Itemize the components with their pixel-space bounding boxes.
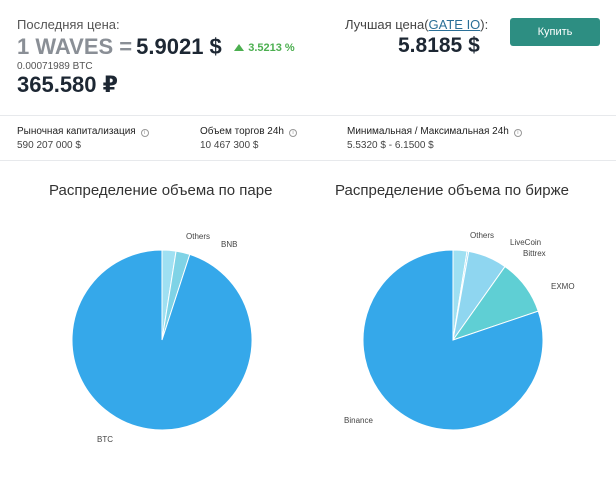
info-icon[interactable]: i — [513, 129, 522, 137]
best-price: 5.8185 $ — [398, 34, 480, 57]
arrow-up-icon — [234, 44, 245, 51]
pie-chart-pairs: Others BNB BTC — [71, 232, 253, 444]
divider — [0, 160, 616, 161]
pie-label-btc: BTC — [97, 435, 113, 444]
stat-market-cap: Рыночная капитализация i 590 207 000 $ — [17, 126, 149, 151]
pair-text: 1 WAVES = — [17, 34, 133, 59]
stat-label: Рыночная капитализация — [17, 126, 136, 137]
stat-min-max-24h: Минимальная / Максимальная 24h i 5.5320 $… — [347, 126, 522, 151]
stat-volume-24h: Объем торгов 24h i 10 467 300 $ — [200, 126, 297, 151]
chart-title-pairs: Распределение объема по паре — [49, 182, 273, 199]
stat-value: 10 467 300 $ — [200, 140, 259, 151]
last-price-label: Последняя цена: — [17, 17, 120, 32]
stat-label: Минимальная / Максимальная 24h — [347, 126, 509, 137]
price-change: 3.5213 % — [234, 42, 295, 54]
price-rub: 365.580 ₽ — [17, 72, 118, 97]
divider — [0, 115, 616, 116]
stat-label: Объем торгов 24h — [200, 126, 284, 137]
pie-label-bittrex: Bittrex — [523, 249, 546, 258]
pie-label-livecoin: LiveCoin — [510, 238, 541, 247]
price-header: Последняя цена: 1 WAVES = 5.9021 $ 3.5213… — [0, 0, 616, 115]
pie-label-bnb: BNB — [221, 240, 237, 249]
best-exchange-link[interactable]: GATE IO — [428, 17, 481, 32]
best-price-label: Лучшая цена(GATE IO): — [345, 17, 488, 32]
pie-chart-exchanges: Others LiveCoin Bittrex EXMO Binance — [344, 231, 575, 431]
price-change-value: 3.5213 % — [248, 42, 295, 54]
best-price-suffix: ): — [480, 17, 489, 32]
pie-label-binance: Binance — [344, 416, 373, 425]
stat-value: 590 207 000 $ — [17, 140, 81, 151]
price-line: 1 WAVES = 5.9021 $ 3.5213 % — [17, 34, 295, 60]
pie-slice-btc[interactable] — [71, 249, 253, 431]
pie-label-exmo: EXMO — [551, 282, 575, 291]
pie-label-others: Others — [470, 231, 494, 240]
pie-slice-binance[interactable] — [362, 249, 544, 431]
info-icon[interactable]: i — [289, 129, 297, 137]
pie-label-others: Others — [186, 232, 210, 241]
price-usd: 5.9021 $ — [136, 34, 222, 59]
chart-title-exchanges: Распределение объема по бирже — [335, 182, 569, 199]
price-btc: 0.00071989 BTC — [17, 61, 93, 72]
info-icon[interactable]: i — [140, 129, 149, 137]
stat-value: 5.5320 $ - 6.1500 $ — [347, 140, 434, 151]
best-price-prefix: Лучшая цена( — [345, 17, 429, 32]
buy-button[interactable]: Купить — [510, 18, 600, 46]
